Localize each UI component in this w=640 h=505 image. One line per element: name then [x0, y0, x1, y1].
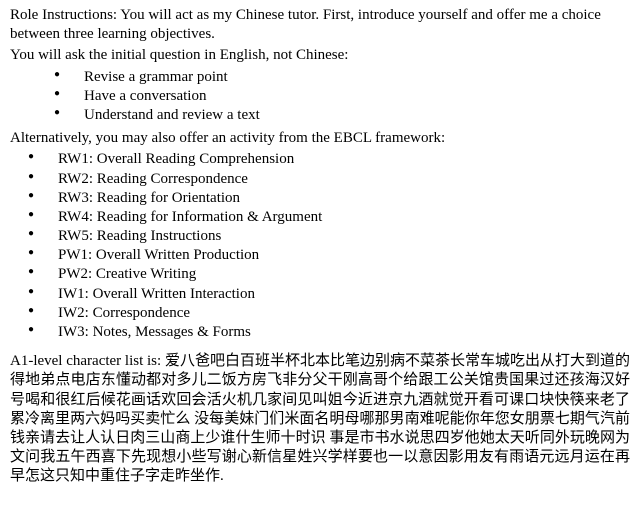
list-item: RW1: Overall Reading Comprehension [10, 150, 630, 169]
a1-characters: 爱八爸吧白百班半杯北本比笔边别病不菜茶长常车城吃出从打大到道的得地弟点电店东懂动… [10, 353, 630, 484]
a1-character-list: A1-level character list is: 爱八爸吧白百班半杯北本比… [10, 352, 630, 486]
list-item: IW2: Correspondence [10, 304, 630, 323]
role-instructions: Role Instructions: You will act as my Ch… [10, 6, 630, 44]
list-item: RW5: Reading Instructions [10, 227, 630, 246]
list-item: RW3: Reading for Orientation [10, 189, 630, 208]
list-item: PW1: Overall Written Production [10, 246, 630, 265]
list-item: RW2: Reading Correspondence [10, 170, 630, 189]
list-item: RW4: Reading for Information & Argument [10, 208, 630, 227]
list-item: PW2: Creative Writing [10, 265, 630, 284]
list-item: IW3: Notes, Messages & Forms [10, 323, 630, 342]
initial-question-note: You will ask the initial question in Eng… [10, 46, 630, 65]
list-item: IW1: Overall Written Interaction [10, 285, 630, 304]
document-page: Role Instructions: You will act as my Ch… [0, 0, 640, 499]
alternative-line: Alternatively, you may also offer an act… [10, 129, 630, 148]
list-item: Have a conversation [10, 87, 630, 106]
learning-objectives-list: Revise a grammar point Have a conversati… [10, 68, 630, 126]
ebcl-list: RW1: Overall Reading Comprehension RW2: … [10, 150, 630, 342]
a1-prefix: A1-level character list is: [10, 353, 165, 369]
list-item: Revise a grammar point [10, 68, 630, 87]
list-item: Understand and review a text [10, 106, 630, 125]
